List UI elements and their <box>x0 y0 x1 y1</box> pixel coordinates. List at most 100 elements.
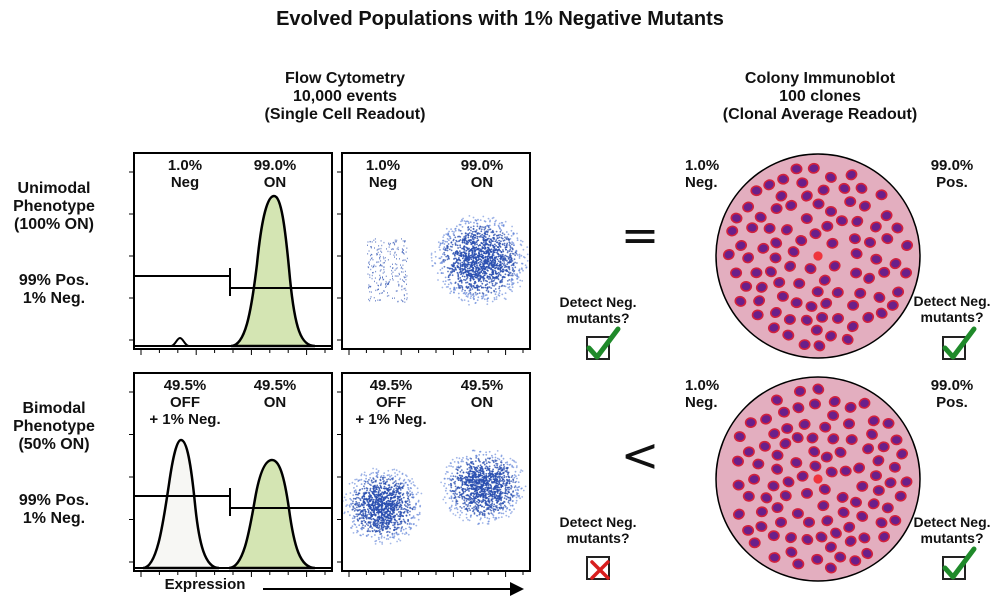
row2-scatter-off-extra: + 1% Neg. <box>355 410 427 428</box>
row1-hist-neg-pct: 1.0% <box>167 157 203 174</box>
row1-colony-neg-pct: 1.0% <box>685 157 720 174</box>
colony <box>732 479 745 491</box>
cross-icon <box>590 560 610 580</box>
row1-scatter-on-pct: 99.0% <box>460 157 504 174</box>
colony <box>763 179 776 191</box>
colony <box>827 433 840 445</box>
colony <box>726 225 739 237</box>
colony <box>790 457 803 469</box>
row2-hist-on-pct: 49.5% <box>253 377 297 394</box>
colony <box>818 274 831 286</box>
colony <box>832 312 844 324</box>
flow-heading: Flow Cytometry 10,000 events (Single Cel… <box>240 70 450 124</box>
colony <box>755 521 768 532</box>
colony <box>785 532 797 544</box>
colony <box>775 516 787 528</box>
colony-heading-line3: (Clonal Average Readout) <box>722 105 918 123</box>
colony <box>740 280 753 292</box>
row2-scatter-on-pct: 49.5% <box>460 377 504 394</box>
colony <box>892 286 905 298</box>
colony <box>900 476 913 488</box>
colony <box>867 415 880 427</box>
row1-histogram <box>135 194 331 348</box>
colony <box>821 220 834 232</box>
colony <box>858 532 871 544</box>
row1-on-cluster <box>430 215 529 306</box>
colony <box>809 398 821 410</box>
row1-hist-on-label: 99.0% ON <box>245 157 305 192</box>
colony <box>875 189 888 201</box>
colony <box>837 506 850 518</box>
row2-flow-detect-line1: Detect Neg. <box>559 514 637 530</box>
colony <box>844 401 857 413</box>
row2-off-peak <box>142 438 220 570</box>
colony <box>792 402 805 414</box>
check-icon <box>942 546 977 580</box>
row1-colony-pos-name: Pos. <box>936 173 968 191</box>
check-icon <box>586 326 621 360</box>
colony <box>870 470 882 482</box>
row2-scatter-off-label: 49.5% OFF + 1% Neg. <box>345 377 437 428</box>
row2-colony-neg-name: Neg. <box>685 393 718 411</box>
colony <box>850 248 863 260</box>
colony <box>795 235 808 246</box>
colony <box>783 314 796 325</box>
colony <box>858 397 871 409</box>
colony <box>824 562 837 574</box>
colony <box>881 502 894 514</box>
row2-phenotype-line2: Phenotype <box>13 417 95 435</box>
colony <box>812 198 825 210</box>
colony <box>848 233 861 245</box>
colony <box>845 169 858 181</box>
colony <box>856 510 869 522</box>
colony <box>782 329 795 341</box>
colony <box>850 267 863 279</box>
row1-scatter-on-label: 99.0% ON <box>447 157 517 192</box>
colony <box>800 213 813 225</box>
row2-flow-detect-line2: mutants? <box>566 529 630 546</box>
plate-disc <box>715 153 921 359</box>
colony <box>853 462 866 474</box>
row2-colony-plate <box>715 376 921 582</box>
colony <box>777 173 790 185</box>
colony <box>826 237 839 249</box>
colony <box>873 291 886 303</box>
row1-colony-pos-label: 99.0% Pos. <box>922 157 982 192</box>
row2-flow-detect-checkbox <box>586 556 610 580</box>
colony <box>801 533 814 546</box>
row2-neg-label: 1% Neg. <box>22 509 86 527</box>
colony <box>744 417 757 429</box>
colony <box>808 446 821 458</box>
colony <box>861 547 874 560</box>
colony <box>847 299 860 311</box>
colony <box>767 322 780 334</box>
row1-on-peak <box>230 194 316 348</box>
colony <box>844 535 857 547</box>
colony <box>806 432 819 444</box>
colony <box>758 440 771 452</box>
colony <box>836 491 849 503</box>
colony <box>815 531 828 543</box>
row2-scatter-panel: 49.5% OFF + 1% Neg. 49.5% ON <box>341 372 531 572</box>
row1-neg-gate <box>135 268 231 284</box>
row1-phenotype-line2: Phenotype <box>13 197 95 215</box>
row1-scatter-neg-name: Neg <box>368 173 398 191</box>
colony <box>881 233 894 245</box>
row2-hist-on-name: ON <box>263 393 287 411</box>
colony <box>753 295 766 307</box>
row2-on-cluster <box>440 449 527 526</box>
colony <box>824 541 837 553</box>
colony <box>763 222 776 234</box>
colony <box>807 162 820 174</box>
row1-hist-on-name: ON <box>263 173 287 191</box>
colony <box>770 306 782 319</box>
row1-colony-pos-pct: 99.0% <box>930 157 974 174</box>
colony <box>791 508 804 519</box>
row2-hist-on-label: 49.5% ON <box>245 377 305 412</box>
colony <box>855 182 868 194</box>
colony <box>798 339 811 351</box>
flow-heading-line3: (Single Cell Readout) <box>264 105 426 123</box>
colony <box>800 314 813 326</box>
row1-neg-label: 1% Neg. <box>22 289 86 307</box>
colony <box>841 333 854 345</box>
